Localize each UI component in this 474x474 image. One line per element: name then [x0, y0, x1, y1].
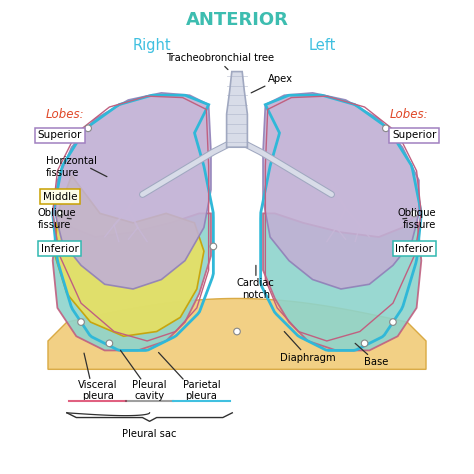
Text: Pleural sac: Pleural sac — [122, 429, 177, 439]
Text: Tracheobronchial tree: Tracheobronchial tree — [166, 54, 274, 64]
Circle shape — [106, 340, 113, 346]
Circle shape — [234, 328, 240, 335]
Polygon shape — [48, 299, 426, 369]
Text: Oblique
fissure: Oblique fissure — [37, 208, 76, 230]
Circle shape — [390, 319, 396, 325]
Text: Diaphragm: Diaphragm — [280, 331, 336, 363]
Text: Cardiac
notch: Cardiac notch — [237, 265, 275, 300]
Text: Inferior: Inferior — [41, 244, 79, 254]
Text: Apex: Apex — [251, 73, 293, 93]
Circle shape — [78, 319, 84, 325]
Polygon shape — [227, 72, 247, 147]
Circle shape — [56, 210, 63, 217]
Circle shape — [85, 125, 91, 132]
Text: Superior: Superior — [392, 130, 437, 140]
Text: Lobes:: Lobes: — [46, 108, 84, 120]
Text: Lobes:: Lobes: — [390, 108, 428, 120]
Text: Oblique
fissure: Oblique fissure — [398, 208, 437, 230]
Text: Middle: Middle — [43, 192, 77, 202]
Text: Pleural
cavity: Pleural cavity — [132, 380, 167, 401]
Circle shape — [361, 340, 368, 346]
Text: ANTERIOR: ANTERIOR — [185, 10, 289, 28]
Polygon shape — [55, 175, 204, 336]
Text: Base: Base — [355, 343, 389, 367]
Circle shape — [383, 125, 389, 132]
Polygon shape — [263, 93, 419, 289]
Text: Left: Left — [309, 38, 336, 53]
Circle shape — [411, 210, 418, 217]
Text: Parietal
pleura: Parietal pleura — [183, 380, 220, 401]
Polygon shape — [53, 213, 211, 350]
Text: Right: Right — [133, 38, 171, 53]
Text: Horizontal
fissure: Horizontal fissure — [46, 156, 97, 178]
Text: Visceral
pleura: Visceral pleura — [78, 380, 118, 401]
Polygon shape — [263, 213, 421, 350]
Text: Inferior: Inferior — [395, 244, 433, 254]
Circle shape — [210, 243, 217, 250]
Text: Superior: Superior — [37, 130, 82, 140]
Polygon shape — [55, 93, 211, 289]
